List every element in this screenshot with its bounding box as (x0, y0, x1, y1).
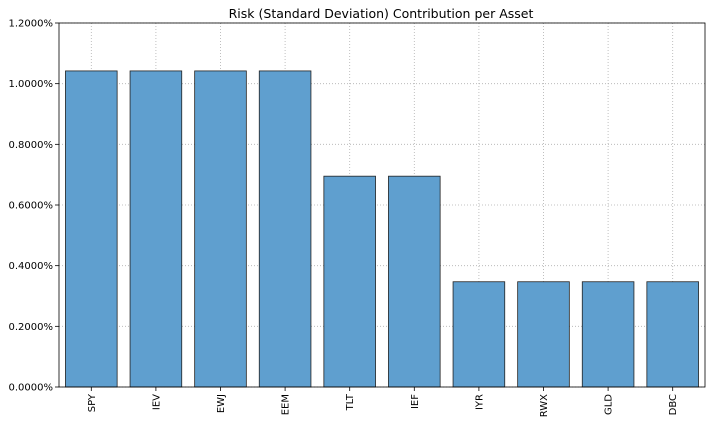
y-tick-label: 0.6000% (9, 201, 54, 212)
x-tick-label: IEV (151, 394, 162, 410)
y-tick-label: 0.2000% (9, 322, 54, 333)
y-axis-ticks: 0.0000% 0.2000% 0.4000% 0.6000% 0.8000% 1.000… (9, 19, 59, 394)
bars-layer (65, 70, 699, 388)
x-tick-label: IYR (474, 394, 485, 410)
x-tick-label: EWJ (216, 394, 227, 413)
x-tick-label: GLD (604, 394, 615, 415)
bar-tlt (323, 175, 376, 388)
x-axis-ticks: SPY IEV EWJ EEM TLT IEF IYR RWX GLD DBC (87, 387, 679, 417)
x-tick-label: DBC (668, 394, 679, 415)
y-tick-label: 0.8000% (9, 140, 54, 151)
bar-iyr (452, 281, 506, 388)
x-tick-label: EEM (281, 394, 292, 415)
chart-title: Risk (Standard Deviation) Contribution p… (229, 6, 534, 21)
y-tick-label: 1.0000% (9, 79, 54, 90)
y-tick-label: 1.2000% (9, 19, 54, 30)
bar-spy (65, 70, 118, 388)
x-tick-label: TLT (345, 393, 356, 411)
bar-rwx (517, 281, 570, 388)
bar-iev (129, 70, 183, 388)
x-tick-label: IEF (410, 394, 421, 409)
x-tick-label: SPY (87, 393, 98, 412)
bar-dbc (646, 281, 699, 388)
bar-ewj (194, 70, 247, 388)
bar-eem (258, 70, 312, 388)
bar-gld (581, 281, 635, 388)
bar-ief (388, 175, 441, 388)
y-tick-label: 0.4000% (9, 261, 54, 272)
x-tick-label: RWX (539, 394, 550, 417)
y-tick-label: 0.0000% (9, 383, 54, 394)
